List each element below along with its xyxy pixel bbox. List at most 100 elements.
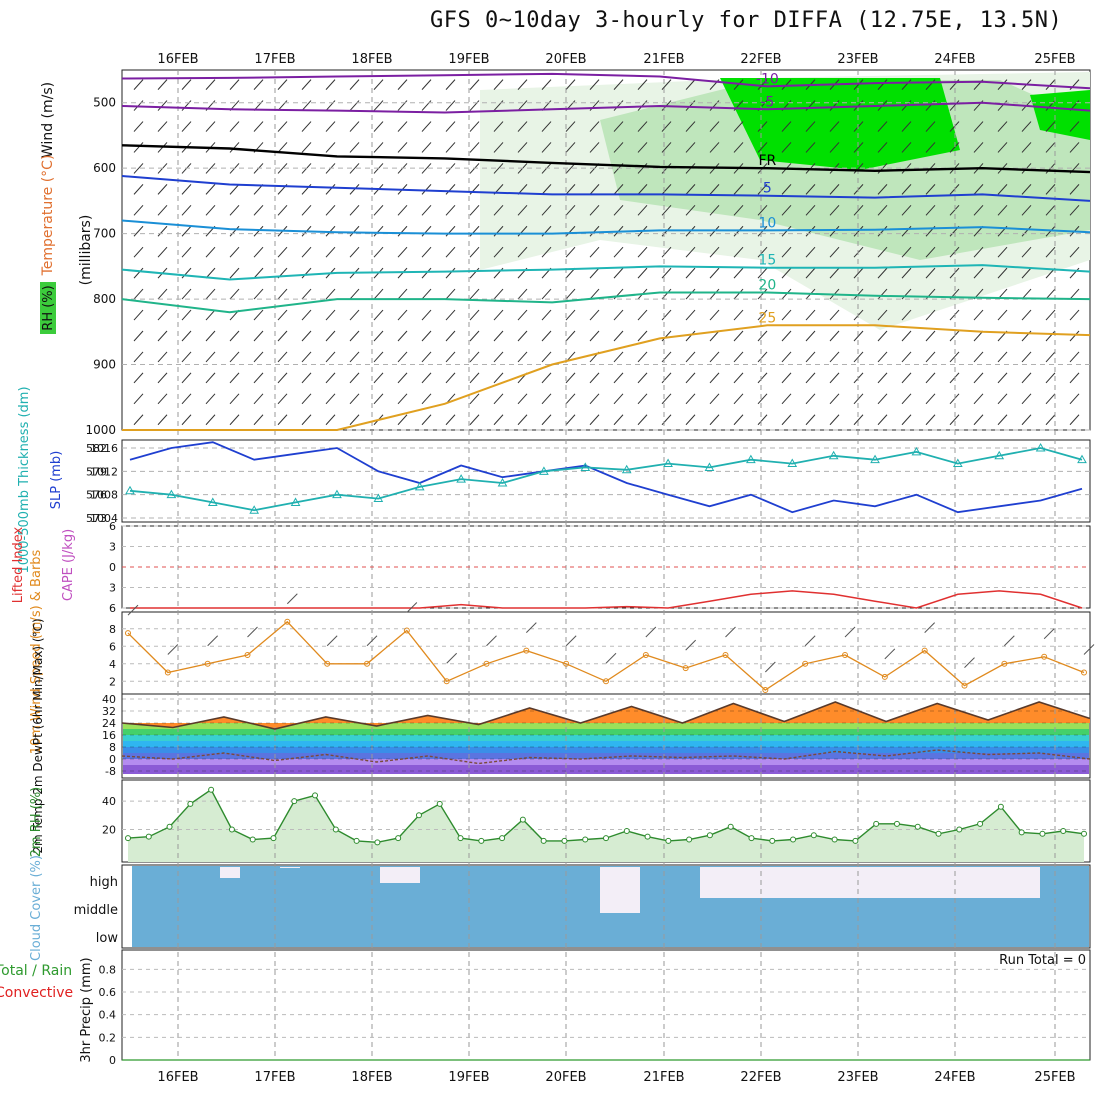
- wind-barb: [445, 267, 456, 279]
- cloud-gap: [220, 867, 240, 878]
- rh-point: [1039, 830, 1046, 837]
- y-tick-label: 900: [93, 358, 116, 372]
- wind-barb: [326, 635, 338, 647]
- y-tick-label: 0: [109, 1054, 116, 1067]
- wind-barb: [181, 393, 192, 405]
- wind-barb: [565, 184, 576, 195]
- wind-barb: [301, 414, 312, 426]
- wind-barb: [229, 142, 240, 153]
- wind-barb: [1069, 246, 1080, 258]
- wind-barb: [301, 267, 312, 279]
- wind-barb: [685, 267, 696, 279]
- wind-barb: [469, 330, 480, 342]
- wind-barb: [253, 267, 264, 279]
- wind-barb: [733, 330, 744, 342]
- contour-label: 15: [758, 253, 776, 269]
- wind-barb: [805, 225, 816, 237]
- y-axis-label: (millibars): [78, 215, 94, 286]
- wind-barb: [781, 330, 792, 342]
- y-tick-label: 8: [109, 623, 116, 636]
- wind-barb: [469, 121, 480, 132]
- wind-barb: [805, 309, 816, 321]
- panel-frame-temp: [121, 693, 1091, 779]
- y-tick-label: high: [90, 875, 118, 890]
- precip-label-total: Total / Rain: [0, 963, 72, 979]
- wind-barb: [133, 414, 144, 426]
- wind-barb: [397, 225, 408, 237]
- wind-barb: [445, 204, 456, 216]
- wind-barb: [709, 393, 720, 405]
- wind-barb: [901, 204, 912, 216]
- wind-barb: [1021, 372, 1032, 384]
- wind-barb: [589, 288, 600, 300]
- wind-barb: [205, 204, 216, 216]
- wind-barb: [757, 393, 768, 405]
- wind-barb: [589, 121, 600, 132]
- wind-barb: [781, 288, 792, 300]
- rh-point: [790, 836, 797, 843]
- wind-barb: [325, 372, 336, 384]
- wind-barb: [1021, 204, 1032, 216]
- wind-barb: [661, 351, 672, 363]
- wind-barb: [877, 142, 888, 153]
- wind-barb: [445, 309, 456, 321]
- wind-barb: [167, 644, 179, 655]
- wind-barb: [397, 372, 408, 384]
- x-tick-label-top: 23FEB: [837, 52, 878, 67]
- wind-barb: [605, 652, 617, 664]
- wind-barb: [253, 351, 264, 363]
- y-tick-label: 40: [102, 693, 116, 706]
- temperature-band: [123, 735, 1089, 741]
- wind-speed-point: [682, 665, 689, 672]
- wind-barb: [709, 309, 720, 321]
- wind-barb: [133, 267, 144, 279]
- wind-speed-point: [921, 647, 928, 654]
- wind-barb: [133, 372, 144, 384]
- wind-barb: [973, 246, 984, 258]
- wind-barb: [517, 79, 528, 90]
- wind-barb: [781, 184, 792, 195]
- wind-barb: [884, 648, 896, 660]
- wind-barb: [1045, 142, 1056, 153]
- wind-barb: [853, 267, 864, 279]
- wind-barb: [1021, 121, 1032, 132]
- rh-point: [208, 786, 215, 793]
- thickness-marker: [870, 454, 880, 464]
- wind-barb: [764, 661, 776, 673]
- thickness-marker: [414, 481, 425, 491]
- wind-barb: [181, 372, 192, 384]
- wind-barb: [229, 79, 240, 90]
- wind-barb: [397, 121, 408, 132]
- wind-barb: [229, 184, 240, 195]
- wind-barb: [205, 309, 216, 321]
- wind-barb: [397, 393, 408, 405]
- rh-area: [128, 789, 1084, 862]
- wind-barb: [445, 184, 456, 195]
- wind-barb: [349, 204, 360, 216]
- wind-barb: [613, 121, 624, 132]
- wind-barb: [253, 121, 264, 132]
- wind-barb: [925, 330, 936, 342]
- wind-barb: [349, 330, 360, 342]
- wind-barb: [493, 372, 504, 384]
- rh-point: [1081, 830, 1087, 837]
- y-tick-label: middle: [74, 903, 118, 918]
- wind-barb: [421, 309, 432, 321]
- wind-barb: [805, 184, 816, 195]
- wind-barb: [421, 288, 432, 300]
- wind-barb: [157, 121, 168, 132]
- wind-barb: [277, 309, 288, 321]
- wind-barb: [685, 309, 696, 321]
- y-tick-label: 6: [109, 602, 116, 615]
- wind-barb: [645, 626, 657, 638]
- wind-barb: [157, 225, 168, 237]
- y-tick-label: 0.2: [99, 1031, 117, 1044]
- wind-barb: [565, 393, 576, 405]
- wind-barb: [589, 330, 600, 342]
- wind-barb: [781, 121, 792, 132]
- wind-barb: [445, 330, 456, 342]
- wind-barb: [613, 184, 624, 195]
- wind-barb: [181, 246, 192, 258]
- cloud-gap: [380, 867, 420, 883]
- wind-barb: [964, 657, 975, 668]
